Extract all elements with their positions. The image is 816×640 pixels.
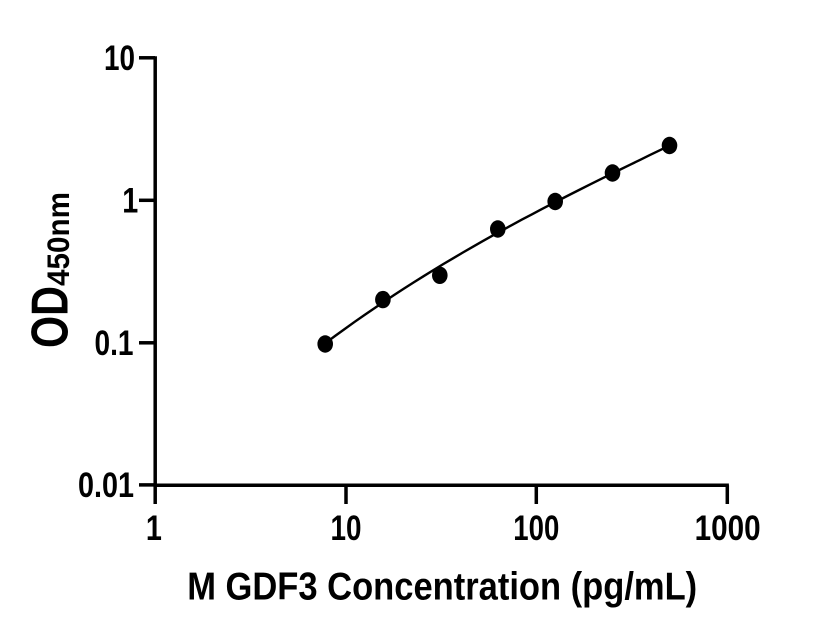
svg-text:M GDF3 Concentration (pg/mL): M GDF3 Concentration (pg/mL) (187, 566, 697, 609)
svg-text:0.01: 0.01 (78, 465, 134, 505)
svg-text:10: 10 (104, 38, 135, 78)
svg-text:1000: 1000 (695, 508, 761, 548)
svg-text:10: 10 (331, 508, 362, 548)
svg-text:1: 1 (122, 181, 138, 221)
svg-text:OD450nm: OD450nm (20, 192, 78, 348)
svg-text:0.1: 0.1 (95, 323, 134, 363)
svg-text:100: 100 (513, 508, 559, 548)
svg-text:1: 1 (146, 508, 162, 548)
